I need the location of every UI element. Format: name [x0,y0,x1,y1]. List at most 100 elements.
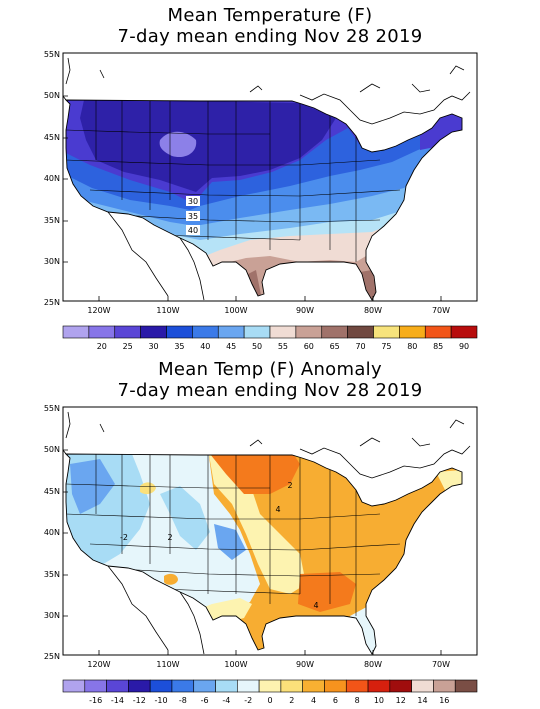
map2-lon-labels: 120W 110W 100W 90W 80W 70W [87,660,450,669]
lat-label: 25N [44,298,60,307]
legend-swatch [280,679,303,693]
legend-label: 2 [289,696,294,705]
legend-label: 45 [226,342,236,351]
map1-lat-labels: 55N 50N 45N 40N 35N 30N 25N [44,50,60,307]
legend-swatch [258,679,282,693]
map2-spot-orange-sw [164,573,178,585]
map2-band-mid-blue-nw [70,459,115,514]
legend-label: 20 [97,342,107,351]
map2-band-yellow-central [208,454,306,594]
contour-label: -2 [120,533,128,542]
lat-label: 50N [44,445,60,454]
legend-swatch [193,679,216,693]
lon-label: 70W [432,660,450,669]
legend-label: 14 [417,696,427,705]
lon-label: 120W [87,306,110,315]
lat-label: 55N [44,404,60,413]
legend-swatch [140,325,167,339]
legend-label: 70 [355,342,365,351]
map1-band-light-spot [159,131,197,158]
legend-swatch [411,679,434,693]
legend-label: 10 [374,696,384,705]
legend-label: 25 [123,342,133,351]
legend-swatch [243,325,271,339]
lon-label: 110W [156,306,179,315]
legend-label: 75 [381,342,391,351]
legend-swatch [399,325,426,339]
legend-label: 80 [407,342,417,351]
map1-coastlines [62,57,471,301]
map1-lon-ticks [63,95,442,301]
lat-label: 45N [44,133,60,142]
lat-label: 30N [44,257,60,266]
contour-label-40: 40 [188,226,198,235]
lat-label: 35N [44,216,60,225]
legend-swatch [215,679,238,693]
lon-label: 90W [296,306,314,315]
legend-swatch [171,679,195,693]
map2-title-line1: Mean Temp (F) Anomaly [158,359,382,380]
map1-lon-labels: 120W 110W 100W 90W 80W 70W [87,306,450,315]
contour-label: 2 [287,481,292,490]
legend-swatch [347,325,374,339]
legend-label: 12 [396,696,406,705]
legend-swatch [433,679,456,693]
legend-label: 40 [200,342,210,351]
legend-label: -16 [89,696,102,705]
legend-swatch [237,679,260,693]
lon-label: 120W [87,660,110,669]
lon-label: 110W [156,660,179,669]
map2-band-deep-orange [206,454,300,494]
legend-label: -2 [244,696,252,705]
temperature-map: 30 35 40 55N 50N 45N 40N 35N 30N 25N 120… [44,50,478,351]
contour-label: 2 [167,533,172,542]
legend-swatch [367,679,391,693]
lon-label: 80W [364,306,382,315]
lon-label: 70W [432,306,450,315]
map2-title-line2: 7-day mean ending Nov 28 2019 [117,380,423,401]
lat-label: 40N [44,528,60,537]
legend-label: 55 [278,342,288,351]
legend-label: 30 [148,342,158,351]
contour-label: 4 [313,601,318,610]
legend-swatch [345,679,369,693]
legend-label: -6 [201,696,209,705]
legend-swatch [389,679,412,693]
legend-swatch [192,325,219,339]
legend-swatch [454,679,478,693]
legend-label: 4 [311,696,316,705]
lon-label: 100W [224,306,247,315]
anomaly-map: 2 4 -2 2 4 55N 50N 45N 40N 35N 30N 25N 1… [44,404,478,705]
map2-spot-yellow-nw [140,482,156,495]
legend-swatch [302,679,325,693]
legend-swatch [62,325,90,339]
contour-label-30: 30 [188,197,198,206]
legend-swatch [324,679,347,693]
legend-swatch [217,325,245,339]
contour-label-35: 35 [188,212,198,221]
lat-label: 45N [44,487,60,496]
legend-swatch [321,325,348,339]
legend-label: 85 [433,342,443,351]
contour-label: 4 [275,505,280,514]
legend-swatch [450,325,478,339]
lat-label: 25N [44,652,60,661]
lat-label: 50N [44,91,60,100]
legend-swatch [373,325,400,339]
legend-label: 35 [174,342,184,351]
lat-label: 55N [44,50,60,59]
legend-swatch [149,679,173,693]
legend-swatch [62,679,86,693]
map2-lon-ticks [63,449,442,655]
map1-state-lines [66,100,401,262]
legend-swatch [88,325,116,339]
legend-label: 16 [439,696,449,705]
map2-lat-labels: 55N 50N 45N 40N 35N 30N 25N [44,404,60,661]
lat-label: 30N [44,611,60,620]
lon-label: 80W [364,660,382,669]
legend-swatch [128,679,151,693]
legend-label: 6 [333,696,338,705]
lon-label: 100W [224,660,247,669]
legend-label: -10 [155,696,168,705]
legend-label: 0 [267,696,272,705]
